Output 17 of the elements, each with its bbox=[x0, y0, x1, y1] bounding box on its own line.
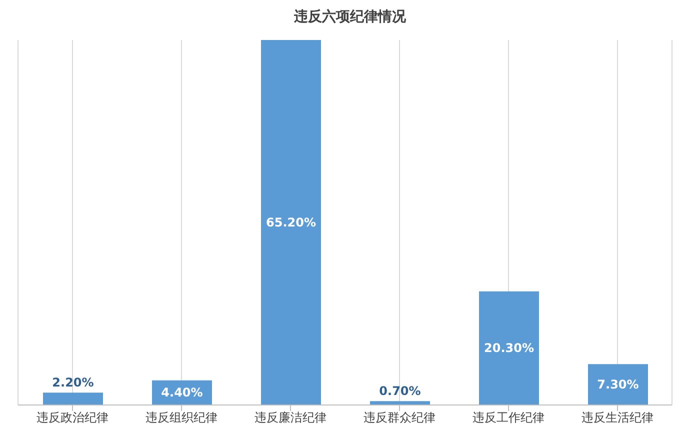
bar bbox=[588, 364, 648, 405]
bar bbox=[261, 40, 321, 405]
x-tick-label: 违反工作纪律 bbox=[472, 410, 544, 425]
data-label: 4.40% bbox=[161, 386, 203, 400]
data-label: 65.20% bbox=[266, 216, 316, 230]
bar bbox=[43, 392, 103, 405]
x-tick-label: 违反群众纪律 bbox=[364, 410, 436, 425]
x-tick-label: 违反廉洁纪律 bbox=[254, 410, 326, 425]
x-tick-label: 违反生活纪律 bbox=[582, 410, 654, 425]
x-tick-label: 违反组织纪律 bbox=[146, 410, 218, 425]
x-tick-label: 违反政治纪律 bbox=[36, 410, 108, 425]
bar bbox=[479, 291, 539, 405]
data-label: 7.30% bbox=[597, 378, 639, 392]
chart-title: 违反六项纪律情况 bbox=[293, 8, 407, 27]
data-label: 20.30% bbox=[484, 341, 534, 356]
data-label: 0.70% bbox=[379, 384, 421, 398]
data-label: 2.20% bbox=[52, 376, 94, 390]
